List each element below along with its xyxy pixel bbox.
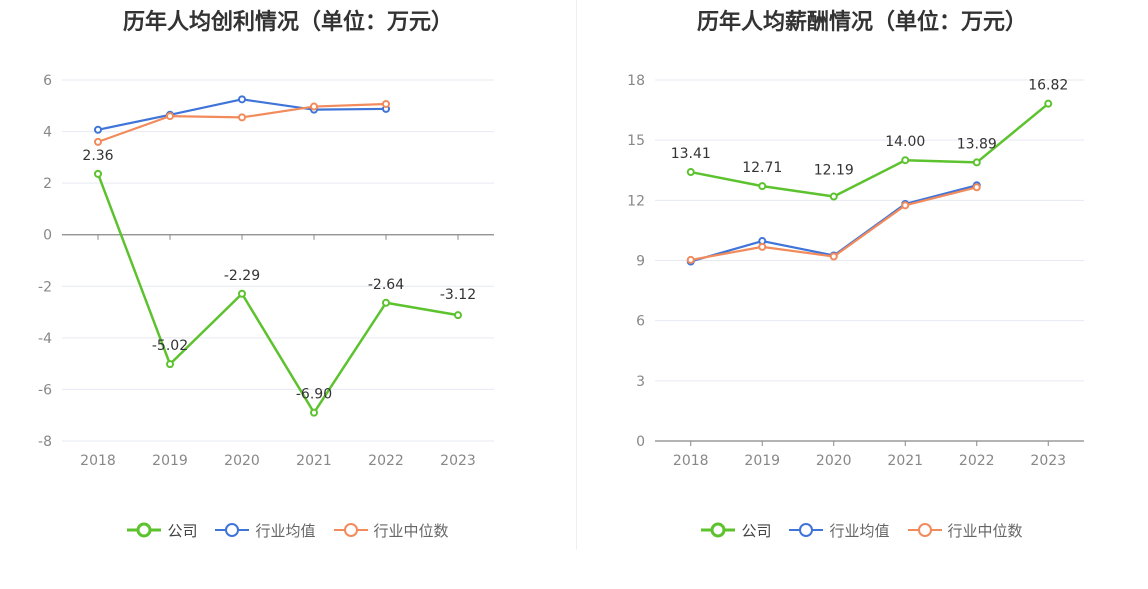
profit-chart: -8 -6 -4 -2 0 2 4 6 2018 2019 2020 2021 2022 2023 2.36… (38, 73, 494, 469)
data-point-company (238, 289, 246, 298)
data-point-company (829, 192, 838, 201)
y-tick-label: 0 (43, 228, 52, 244)
y-tick-label: 0 (636, 434, 645, 450)
data-point-industry-median (310, 102, 318, 111)
legend-item-industry-avg[interactable]: 行业均值 (215, 520, 316, 541)
profit-chart-panel: 历年人均创利情况（单位：万元） -8 -6 -4 -2 0 2 4 6 2018 2019 2020… (0, 10, 576, 542)
legend-item-company[interactable]: 公司 (127, 520, 197, 541)
legend-label: 公司 (741, 521, 772, 540)
data-label: 2.36 (82, 148, 113, 164)
data-label: 12.19 (814, 163, 854, 179)
data-label: -2.64 (368, 277, 404, 293)
y-tick-label: 15 (627, 133, 645, 149)
data-point-company (1044, 99, 1053, 108)
data-label: 16.82 (1028, 78, 1068, 94)
profit-chart-legend: 公司 行业均值 行业中位数 (0, 518, 576, 542)
legend-item-industry-median[interactable]: 行业中位数 (907, 520, 1023, 541)
data-label: -3.12 (440, 287, 476, 303)
y-tick-label: -8 (38, 434, 52, 450)
legend-label: 行业均值 (255, 521, 316, 540)
series-line-company (690, 102, 1050, 198)
data-point-industry-median (686, 255, 695, 264)
legend-line-circle-icon (907, 523, 942, 537)
profit-chart-title: 历年人均创利情况（单位：万元） (122, 10, 453, 35)
data-label: 14.00 (885, 134, 925, 150)
data-point-company (972, 158, 981, 167)
data-point-company (686, 168, 695, 177)
data-point-industry-median (758, 242, 767, 251)
salary-chart-legend: 公司 行业均值 行业中位数 (576, 518, 1148, 542)
data-point-company (454, 311, 462, 320)
x-tick-label: 2022 (959, 453, 995, 469)
legend-label: 行业均值 (829, 521, 890, 540)
legend-item-industry-avg[interactable]: 行业均值 (789, 520, 890, 541)
data-point-industry-median (972, 183, 981, 192)
data-point-industry-median (829, 252, 838, 261)
data-point-company (94, 169, 102, 178)
x-tick-label: 2019 (152, 453, 188, 469)
legend-label: 行业中位数 (373, 521, 449, 540)
x-tick-label: 2023 (440, 453, 476, 469)
data-point-industry-avg (238, 95, 246, 104)
data-point-industry-median (382, 99, 390, 108)
x-tick-label: 2022 (368, 453, 404, 469)
data-point-company (758, 182, 767, 191)
x-tick-label: 2023 (1030, 453, 1066, 469)
legend-line-circle-icon (789, 523, 824, 537)
legend-label: 公司 (167, 521, 198, 540)
y-tick-label: 6 (43, 73, 52, 89)
data-point-industry-median (166, 112, 174, 121)
data-point-company (901, 156, 910, 165)
legend-label: 行业中位数 (947, 521, 1023, 540)
x-tick-label: 2019 (744, 453, 780, 469)
y-tick-label: 18 (627, 73, 645, 89)
data-label: -6.90 (296, 387, 332, 403)
y-tick-label: -4 (38, 331, 52, 347)
data-label: 12.71 (742, 160, 782, 176)
legend-line-circle-icon (215, 523, 250, 537)
data-label: -5.02 (152, 338, 188, 354)
x-tick-label: 2021 (887, 453, 923, 469)
y-tick-label: -2 (38, 279, 52, 295)
salary-chart-title: 历年人均薪酬情况（单位：万元） (696, 10, 1027, 35)
y-tick-label: 2 (43, 176, 52, 192)
data-point-industry-median (94, 137, 102, 146)
x-tick-label: 2021 (296, 453, 332, 469)
legend-line-circle-icon (701, 522, 736, 538)
y-tick-label: 9 (636, 254, 645, 270)
legend-item-industry-median[interactable]: 行业中位数 (333, 520, 449, 541)
data-point-industry-avg (94, 125, 102, 134)
data-point-industry-median (901, 201, 910, 210)
y-tick-label: 3 (636, 374, 645, 390)
x-tick-label: 2020 (224, 453, 260, 469)
panel-divider (576, 0, 577, 550)
series-line-company (96, 173, 459, 414)
y-tick-label: 6 (636, 314, 645, 330)
x-tick-label: 2018 (80, 453, 116, 469)
legend-item-company[interactable]: 公司 (701, 520, 771, 541)
x-tick-label: 2018 (673, 453, 709, 469)
y-tick-label: 12 (627, 193, 645, 209)
legend-line-circle-icon (127, 522, 162, 538)
data-point-company (310, 408, 318, 417)
data-point-company (382, 298, 390, 307)
data-label: -2.29 (224, 268, 260, 284)
data-label: 13.89 (957, 136, 997, 152)
data-point-company (166, 360, 174, 369)
data-label: 13.41 (671, 146, 711, 162)
y-tick-label: 4 (43, 125, 52, 141)
data-point-industry-median (238, 113, 246, 122)
x-tick-label: 2020 (816, 453, 852, 469)
y-tick-label: -6 (38, 382, 52, 398)
salary-chart-panel: 历年人均薪酬情况（单位：万元） 0 3 6 9 12 15 18 2018 2019 2020 20… (576, 0, 1148, 589)
legend-line-circle-icon (333, 523, 368, 537)
salary-chart: 0 3 6 9 12 15 18 2018 2019 2020 2021 2022 2023 13.41 1… (627, 73, 1084, 469)
